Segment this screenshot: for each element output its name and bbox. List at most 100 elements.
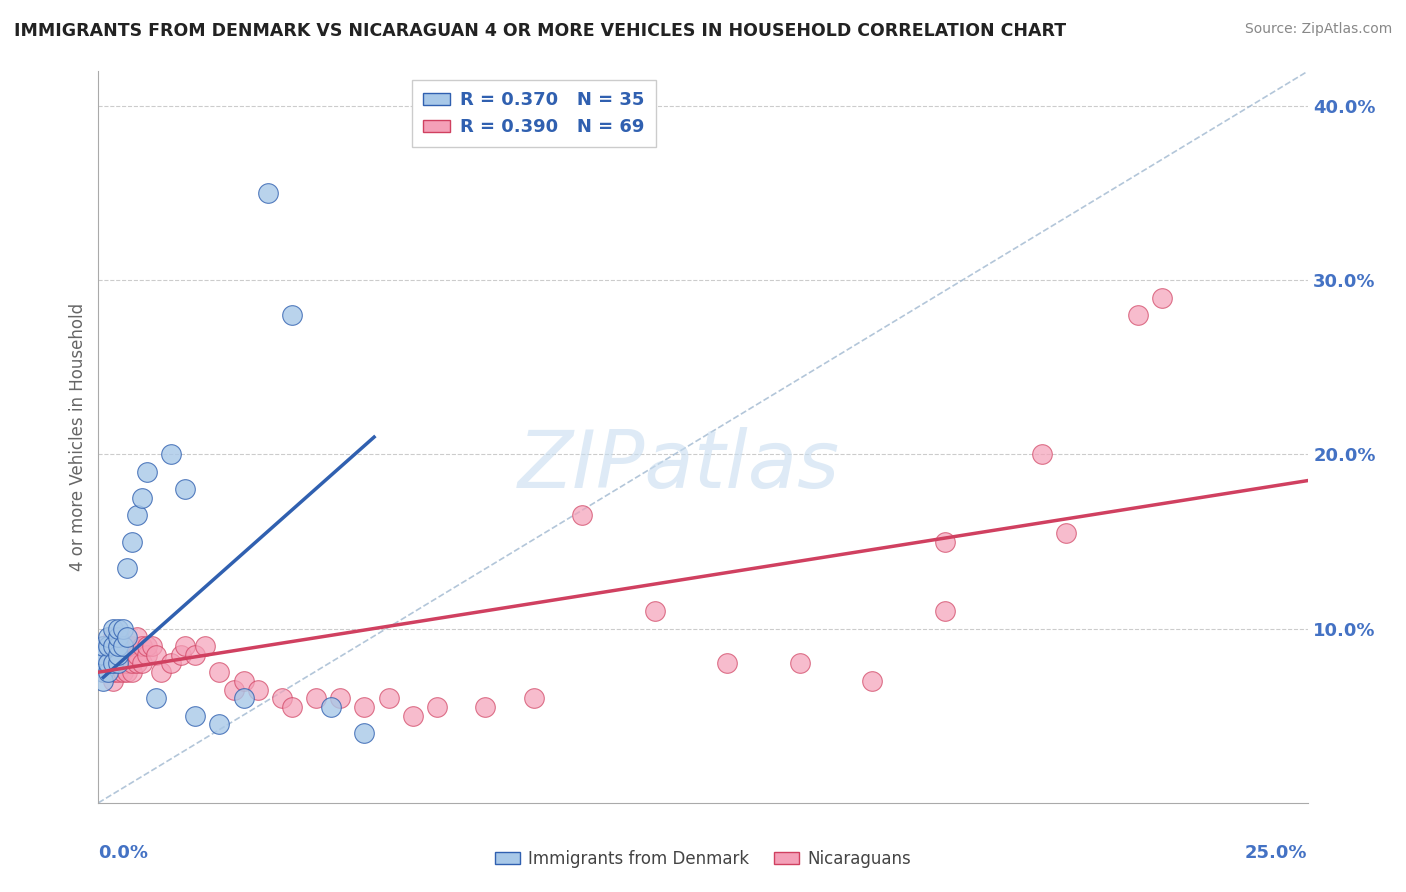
Point <box>934 604 956 618</box>
Point <box>117 665 139 680</box>
Text: IMMIGRANTS FROM DENMARK VS NICARAGUAN 4 OR MORE VEHICLES IN HOUSEHOLD CORRELATIO: IMMIGRANTS FROM DENMARK VS NICARAGUAN 4 … <box>14 22 1066 40</box>
Point <box>571 508 593 523</box>
Point <box>194 639 217 653</box>
Point <box>860 673 883 688</box>
Point <box>97 648 120 662</box>
Point <box>111 639 134 653</box>
Point <box>121 657 143 671</box>
Legend: R = 0.370   N = 35, R = 0.390   N = 69: R = 0.370 N = 35, R = 0.390 N = 69 <box>412 80 655 147</box>
Point <box>1128 308 1150 322</box>
Point <box>402 708 425 723</box>
Point <box>377 691 399 706</box>
Point <box>107 665 129 680</box>
Point <box>107 622 129 636</box>
Point <box>222 682 245 697</box>
Point <box>117 560 139 574</box>
Point <box>184 648 207 662</box>
Point <box>281 700 304 714</box>
Point <box>121 534 143 549</box>
Point <box>184 708 207 723</box>
Point <box>256 186 278 201</box>
Point <box>145 691 167 706</box>
Point <box>135 465 157 479</box>
Point <box>523 691 546 706</box>
Point <box>91 657 114 671</box>
Text: Source: ZipAtlas.com: Source: ZipAtlas.com <box>1244 22 1392 37</box>
Point <box>131 491 153 505</box>
Point <box>353 726 375 740</box>
Point <box>319 700 342 714</box>
Point <box>232 691 254 706</box>
Point <box>111 648 134 662</box>
Point <box>101 622 124 636</box>
Point <box>97 665 120 680</box>
Point <box>111 639 134 653</box>
Point <box>271 691 294 706</box>
Point <box>169 648 191 662</box>
Point <box>305 691 328 706</box>
Point <box>91 665 114 680</box>
Y-axis label: 4 or more Vehicles in Household: 4 or more Vehicles in Household <box>69 303 87 571</box>
Point <box>107 639 129 653</box>
Point <box>111 657 134 671</box>
Point <box>117 631 139 645</box>
Legend: Immigrants from Denmark, Nicaraguans: Immigrants from Denmark, Nicaraguans <box>488 844 918 875</box>
Point <box>329 691 352 706</box>
Point <box>135 648 157 662</box>
Point <box>145 648 167 662</box>
Point <box>101 648 124 662</box>
Text: ZIPatlas: ZIPatlas <box>517 427 839 506</box>
Point <box>127 657 149 671</box>
Point <box>141 639 163 653</box>
Point <box>1031 448 1053 462</box>
Point <box>101 665 124 680</box>
Point <box>107 648 129 662</box>
Point <box>789 657 811 671</box>
Point <box>208 665 231 680</box>
Point <box>91 648 114 662</box>
Point <box>131 639 153 653</box>
Point <box>101 639 124 653</box>
Point <box>174 639 197 653</box>
Point <box>107 657 129 671</box>
Point <box>232 673 254 688</box>
Point <box>135 639 157 653</box>
Point <box>111 665 134 680</box>
Point <box>1054 525 1077 540</box>
Point <box>111 622 134 636</box>
Point <box>101 657 124 671</box>
Point <box>644 604 666 618</box>
Point <box>91 665 114 680</box>
Point <box>97 665 120 680</box>
Point <box>121 665 143 680</box>
Point <box>107 631 129 645</box>
Point <box>131 657 153 671</box>
Point <box>101 673 124 688</box>
Point <box>127 631 149 645</box>
Point <box>121 639 143 653</box>
Point <box>208 717 231 731</box>
Point <box>117 639 139 653</box>
Point <box>97 631 120 645</box>
Point <box>474 700 496 714</box>
Point <box>160 448 183 462</box>
Point <box>97 657 120 671</box>
Point <box>426 700 449 714</box>
Point <box>281 308 304 322</box>
Point <box>97 657 120 671</box>
Point <box>91 639 114 653</box>
Text: 0.0%: 0.0% <box>98 845 149 863</box>
Point <box>117 648 139 662</box>
Point <box>247 682 270 697</box>
Point <box>101 657 124 671</box>
Point <box>150 665 173 680</box>
Point <box>91 673 114 688</box>
Point <box>1152 291 1174 305</box>
Point <box>716 657 738 671</box>
Point <box>174 483 197 497</box>
Point <box>101 639 124 653</box>
Point <box>97 639 120 653</box>
Point <box>107 648 129 662</box>
Point <box>107 639 129 653</box>
Point <box>97 639 120 653</box>
